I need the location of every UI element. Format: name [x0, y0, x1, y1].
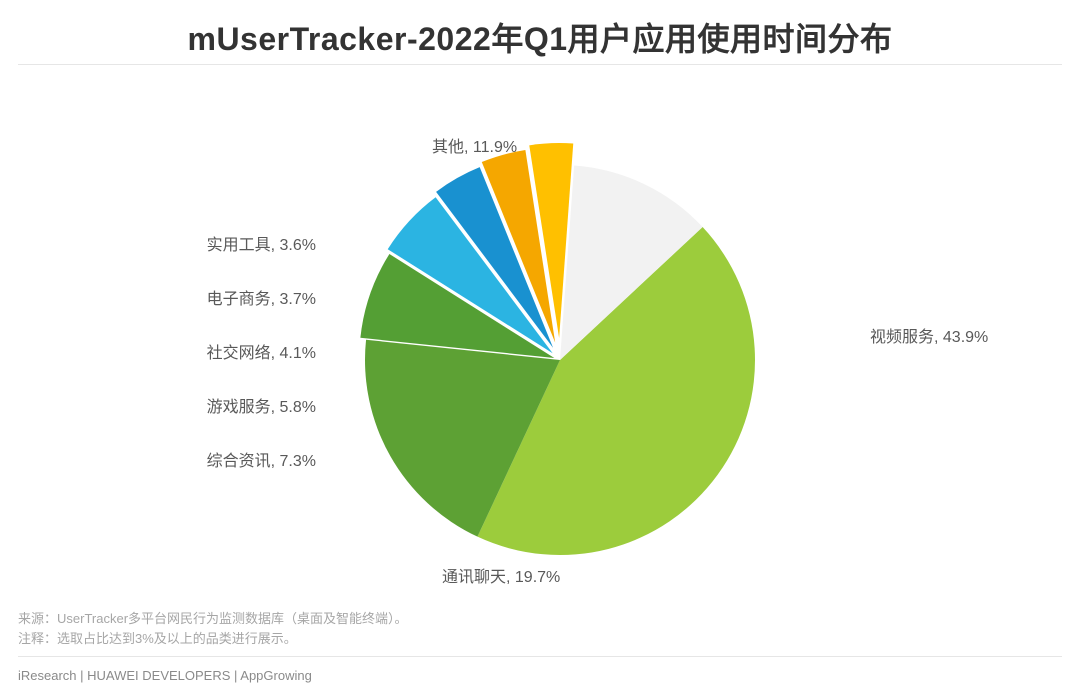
slice-label: 综合资讯, 7.3%	[207, 452, 316, 470]
slice-label: 电子商务, 3.7%	[207, 290, 316, 308]
chart-title: mUserTracker-2022年Q1用户应用使用时间分布	[0, 14, 1080, 60]
slice-label: 实用工具, 3.6%	[207, 236, 316, 254]
divider-top	[18, 64, 1062, 65]
footer-source: 来源：UserTracker多平台网民行为监测数据库（桌面及智能终端）。	[18, 609, 408, 629]
slice-label: 游戏服务, 5.8%	[207, 398, 316, 416]
footer-note: 注释：选取占比达到3%及以上的品类进行展示。	[18, 629, 408, 649]
slice-label: 视频服务, 43.9%	[870, 328, 988, 346]
slice-label: 其他, 11.9%	[432, 138, 517, 156]
footer-notes: 来源：UserTracker多平台网民行为监测数据库（桌面及智能终端）。 注释：…	[18, 609, 408, 649]
slice-label: 社交网络, 4.1%	[207, 343, 316, 362]
divider-bottom	[18, 656, 1062, 657]
footer-credits: iResearch | HUAWEI DEVELOPERS | AppGrowi…	[18, 668, 312, 683]
slice-label: 通讯聊天, 19.7%	[442, 568, 560, 586]
pie-chart: 视频服务, 43.9% 通讯聊天, 19.7% 综合资讯, 7.3% 游戏服务, 5.…	[0, 110, 1080, 590]
